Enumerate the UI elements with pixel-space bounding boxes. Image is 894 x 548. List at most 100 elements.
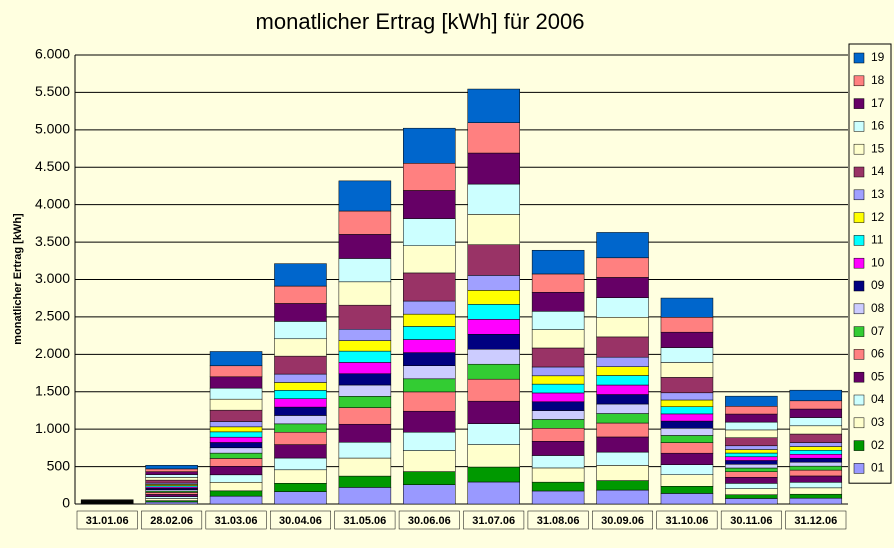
bar-segment xyxy=(725,468,777,472)
bar-segment xyxy=(339,341,391,352)
bar-segment xyxy=(210,475,262,482)
bar-segment xyxy=(146,477,198,480)
legend-label: 15 xyxy=(871,141,885,155)
bar-segment xyxy=(790,390,842,401)
bar-segment xyxy=(597,277,649,297)
bar-segment xyxy=(403,353,455,366)
bar-segment xyxy=(790,482,842,488)
bar-segment xyxy=(403,485,455,504)
y-tick-label: 5.500 xyxy=(35,83,70,99)
bar-segment xyxy=(146,475,198,478)
bar-segment xyxy=(661,407,713,414)
bar-segment xyxy=(661,332,713,347)
bar-segment xyxy=(725,457,777,461)
bar-segment xyxy=(210,427,262,432)
bar-segment xyxy=(210,442,262,447)
bar-segment xyxy=(468,304,520,319)
bar-segment xyxy=(532,428,584,441)
bar-segment xyxy=(210,366,262,377)
bar-segment xyxy=(210,377,262,388)
bar-segment xyxy=(532,441,584,455)
bar-segment xyxy=(403,246,455,273)
bar-segment xyxy=(146,480,198,483)
legend-label: 01 xyxy=(871,461,885,475)
bar-segment xyxy=(210,453,262,458)
bar-segment xyxy=(725,472,777,478)
bar-segment xyxy=(468,290,520,304)
bar-segment xyxy=(339,476,391,487)
bar-segment xyxy=(661,414,713,421)
bar-segment xyxy=(597,298,649,318)
bar-segment xyxy=(725,396,777,406)
bar-segment xyxy=(403,432,455,450)
legend-label: 16 xyxy=(871,119,885,133)
bar-segment xyxy=(339,351,391,362)
bar-segment xyxy=(403,326,455,339)
bar-segment xyxy=(274,339,326,356)
bar-segment xyxy=(274,303,326,321)
bar-segment xyxy=(403,366,455,379)
bar-segment xyxy=(597,414,649,424)
bar-segment xyxy=(274,356,326,374)
bar-segment xyxy=(597,337,649,357)
bar-segment xyxy=(661,486,713,493)
legend-swatch xyxy=(854,304,864,314)
legend-label: 09 xyxy=(871,278,885,292)
bar-segment xyxy=(339,362,391,373)
y-tick-label: 3.000 xyxy=(35,270,70,286)
bar-segment xyxy=(725,422,777,430)
bar-segment xyxy=(210,388,262,399)
bar-segment xyxy=(532,348,584,367)
bar-segment xyxy=(274,286,326,303)
y-tick-label: 500 xyxy=(47,457,71,473)
x-tick-label: 30.04.06 xyxy=(279,515,322,527)
bar-segment xyxy=(532,311,584,329)
bar-segment xyxy=(790,488,842,494)
bar-segment xyxy=(403,163,455,190)
bar-segment xyxy=(790,462,842,466)
legend-label: 11 xyxy=(871,233,884,247)
bar-segment xyxy=(790,443,842,447)
bar-segment xyxy=(532,402,584,411)
bar-segment xyxy=(274,458,326,470)
legend-swatch xyxy=(854,235,864,245)
bar-segment xyxy=(661,421,713,428)
bar-segment xyxy=(532,393,584,402)
x-tick-label: 31.10.06 xyxy=(666,515,709,527)
y-tick-label: 6.000 xyxy=(35,46,70,62)
bar-segment xyxy=(725,498,777,504)
y-tick-label: 5.000 xyxy=(35,121,70,137)
bar-segment xyxy=(532,274,584,292)
bar-segment xyxy=(274,382,326,390)
bar-segment xyxy=(146,494,198,496)
bar-segment xyxy=(597,385,649,395)
legend-label: 08 xyxy=(871,301,885,315)
chart-title: monatlicher Ertrag [kWh] für 2006 xyxy=(256,9,585,34)
bar-segment xyxy=(661,475,713,487)
bar-segment xyxy=(790,447,842,451)
bar-segment xyxy=(790,418,842,426)
bar-segment xyxy=(403,379,455,392)
bar-segment xyxy=(790,498,842,504)
bar-segment xyxy=(597,395,649,405)
legend-swatch xyxy=(854,121,864,131)
bar-segment xyxy=(725,450,777,454)
bar-segment xyxy=(339,424,391,442)
x-tick-label: 31.07.06 xyxy=(472,515,515,527)
bar-segment xyxy=(274,415,326,423)
bar-segment xyxy=(403,128,455,163)
bar-segment xyxy=(403,411,455,432)
bar-segment xyxy=(146,465,198,469)
bar-segment xyxy=(403,392,455,411)
x-tick-label: 31.01.06 xyxy=(86,515,129,527)
bar-segment xyxy=(403,301,455,314)
bar-segment xyxy=(274,390,326,398)
bar-segment xyxy=(532,292,584,311)
bar-segment xyxy=(661,443,713,454)
bar-segment xyxy=(468,424,520,445)
bar-segment xyxy=(661,400,713,407)
legend-label: 03 xyxy=(871,415,885,429)
x-tick-label: 30.06.06 xyxy=(408,515,451,527)
bar-segment xyxy=(597,367,649,376)
bar-segment xyxy=(468,123,520,153)
